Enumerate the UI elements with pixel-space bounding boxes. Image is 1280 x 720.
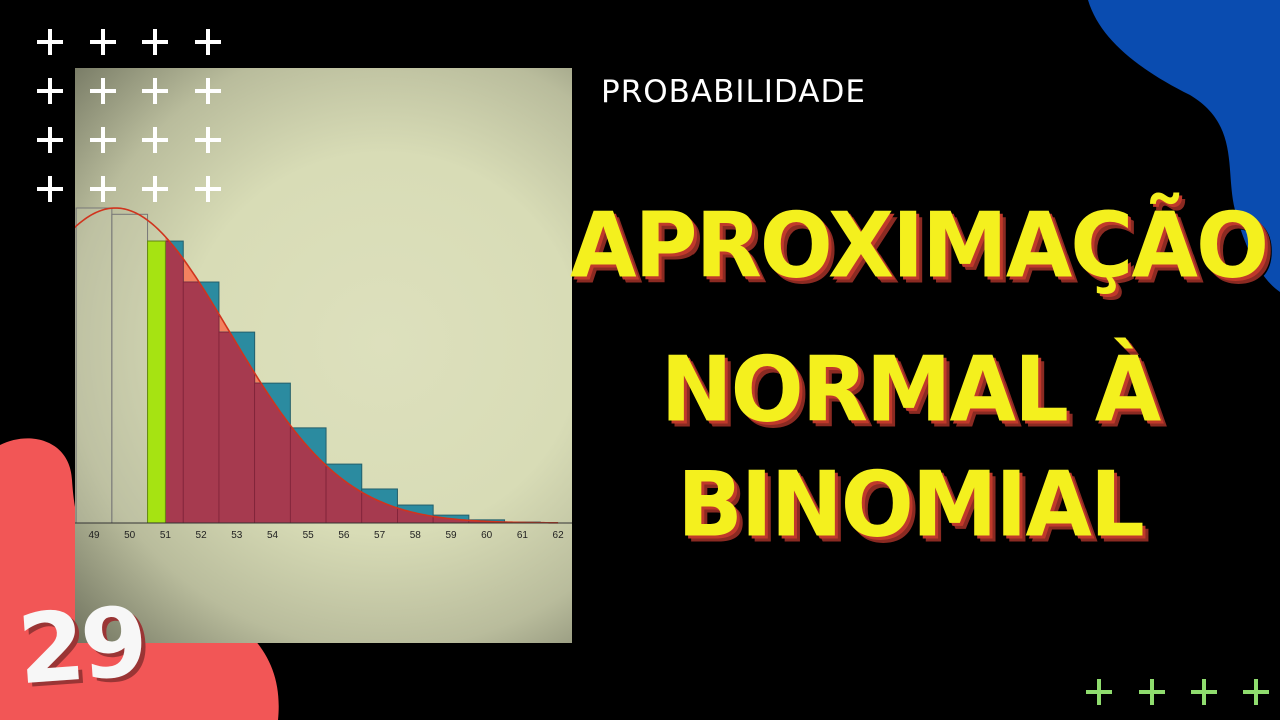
plus-icon: [195, 29, 221, 55]
plus-icon: [142, 176, 168, 202]
plus-icon: [90, 176, 116, 202]
plus-icon: [195, 78, 221, 104]
title-line-1: APROXIMAÇÃO: [570, 193, 1269, 299]
plus-icon: [37, 29, 63, 55]
normal-curve: [75, 207, 559, 524]
plus-icon: [195, 176, 221, 202]
plus-icon: [1086, 679, 1112, 705]
x-tick-label: 56: [338, 530, 350, 541]
x-tick-label: 53: [231, 530, 243, 541]
x-tick-label: 52: [196, 530, 208, 541]
plus-icon: [195, 127, 221, 153]
x-tick-label: 58: [410, 530, 422, 541]
bar-49: [75, 207, 113, 524]
x-tick-label: 55: [303, 530, 315, 541]
plus-icon: [1191, 679, 1217, 705]
plus-icon: [90, 127, 116, 153]
plus-icon: [90, 78, 116, 104]
bar-50: [111, 213, 149, 524]
plus-icon: [1243, 679, 1269, 705]
x-tick-label: 62: [553, 530, 565, 541]
x-tick-label: 57: [374, 530, 386, 541]
episode-number: 29: [14, 585, 148, 707]
bar-52-red: [182, 281, 220, 524]
green-correction-bar: [147, 240, 166, 524]
plus-icon: [90, 29, 116, 55]
title-line-3: BINOMIAL: [677, 452, 1145, 558]
plus-icon: [1139, 679, 1165, 705]
chart-panel: 49 50 51 52 53 54 55 56 57 58 59 60 61 62: [75, 68, 572, 643]
x-tick-label: 59: [445, 530, 457, 541]
binomial-normal-chart: 49 50 51 52 53 54 55 56 57 58 59 60 61 62: [75, 207, 572, 541]
x-tick-label: 49: [88, 530, 100, 541]
bar-51-red: [165, 240, 184, 524]
x-tick-label: 60: [481, 530, 493, 541]
plus-icon: [142, 29, 168, 55]
x-tick-label: 54: [267, 530, 279, 541]
x-tick-label: 51: [160, 530, 172, 541]
plus-icon: [37, 78, 63, 104]
plus-icon: [37, 176, 63, 202]
x-tick-label: 50: [124, 530, 136, 541]
category-label: PROBABILIDADE: [601, 74, 866, 110]
plus-icon: [142, 78, 168, 104]
plus-icon: [142, 127, 168, 153]
title-line-2: NORMAL À: [660, 337, 1162, 443]
blue-blob: [1088, 0, 1280, 292]
plus-icon: [37, 127, 63, 153]
x-tick-label: 61: [517, 530, 529, 541]
